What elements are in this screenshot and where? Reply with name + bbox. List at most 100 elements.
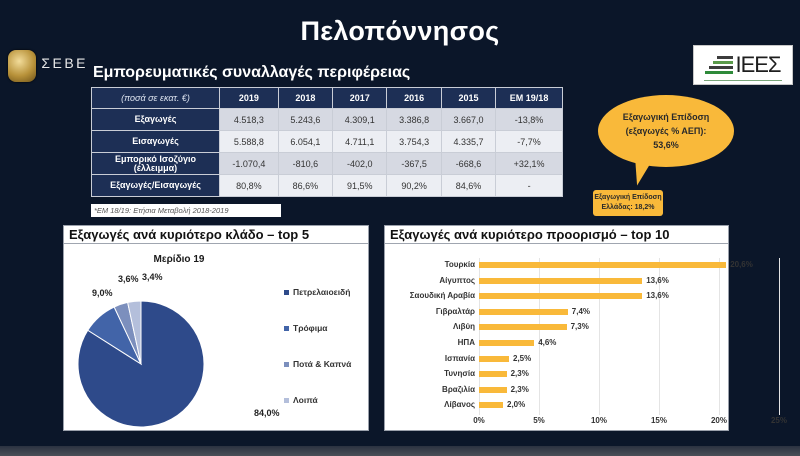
bar-row: Τουρκία 20,6% <box>385 258 753 272</box>
x-tick-label: 25% <box>770 416 787 425</box>
gridline <box>659 258 660 415</box>
bar <box>479 293 643 300</box>
table-cell: - <box>495 174 563 197</box>
legend-label: Τρόφιμα <box>293 323 328 333</box>
export-performance-callout: Εξαγωγική Επίδοση (εξαγωγές % ΑΕΠ): 53,6… <box>598 95 734 167</box>
pie-chart-title: Μερίδιο 19 <box>153 254 205 265</box>
x-tick-label: 20% <box>710 416 727 425</box>
bar <box>479 262 727 268</box>
trade-section-title: Εμπορευματικές συναλλαγές περιφέρειας <box>93 64 411 81</box>
callout-line: (εξαγωγές % ΑΕΠ): <box>625 126 707 136</box>
pie-label: 3,4% <box>142 272 163 282</box>
col-header: 2017 <box>332 87 388 109</box>
bar-row: Σαουδική Αραβία 13,6% <box>385 289 728 303</box>
bar <box>479 402 503 409</box>
destination-bar-panel: Εξαγωγές ανά κυριότερο προορισμό – top 1… <box>384 225 787 431</box>
sebe-logo: ΣΕΒΕ <box>8 49 88 83</box>
legend-label: Λοιπά <box>293 395 318 405</box>
legend-swatch <box>284 325 289 331</box>
table-row: Εξαγωγές 4.518,3 5.243,6 4.309,1 3.386,8… <box>91 108 563 131</box>
table-header-row: (ποσά σε εκατ. €) 2019 2018 2017 2016 20… <box>91 87 563 109</box>
legend-swatch <box>284 361 289 367</box>
table-cell: 90,2% <box>386 174 442 197</box>
table-cell: -367,5 <box>386 152 442 175</box>
legend-item: Τρόφιμα <box>284 310 351 346</box>
table-cell: 3.386,8 <box>386 108 442 131</box>
bar-category-label: Ισπανία <box>444 353 475 363</box>
table-cell: 4.335,7 <box>440 130 497 153</box>
table-cell: -1.070,4 <box>219 152 279 175</box>
pie-label: 84,0% <box>254 408 280 418</box>
pie-slice <box>127 300 142 365</box>
iees-logo: ΙΕΕΣ <box>693 45 793 85</box>
table-cell: 4.518,3 <box>219 108 279 131</box>
units-header: (ποσά σε εκατ. €) <box>91 87 220 109</box>
bar-row: Λιβύη 7,3% <box>385 320 728 334</box>
bar-value-label: 4,6% <box>538 338 557 347</box>
iees-logo-text: ΙΕΕΣ <box>735 52 781 77</box>
bar-value-label: 13,6% <box>646 291 669 301</box>
table-row: Εμπορικό Ισοζύγιο (έλλειμμα) -1.070,4 -8… <box>91 152 563 175</box>
table-cell: 5.588,8 <box>219 130 279 153</box>
greece-box-line: Ελλάδας: 18,2% <box>601 204 655 211</box>
table-cell: 4.711,1 <box>332 130 388 153</box>
pie-chart <box>77 300 205 428</box>
sebe-logo-text: ΣΕΒΕ <box>41 55 88 71</box>
table-row: Εξαγωγές/Εισαγωγές 80,8% 86,6% 91,5% 90,… <box>91 174 563 197</box>
x-tick-label: 15% <box>650 416 667 425</box>
bar-category-label: Τουρκία <box>444 260 475 269</box>
bar-value-label: 2,3% <box>510 384 529 394</box>
col-header: ΕΜ 19/18 <box>495 87 563 109</box>
legend-label: Πετρελαιοειδή <box>293 287 351 297</box>
bar-row: Τυνησία 2,3% <box>385 367 728 381</box>
table-cell: +32,1% <box>495 152 563 175</box>
bar <box>479 371 507 378</box>
bar-panel-title: Εξαγωγές ανά κυριότερο προορισμό – top 1… <box>385 226 728 244</box>
callout-tail <box>631 156 653 188</box>
bar-value-label: 7,3% <box>570 322 589 332</box>
table-cell: 4.309,1 <box>332 108 388 131</box>
table-cell: 91,5% <box>332 174 388 197</box>
bar-row: Αίγυπτος 13,6% <box>385 274 728 288</box>
iees-bars-icon <box>705 55 734 75</box>
bar-value-label: 13,6% <box>646 275 669 285</box>
greece-performance-box: Εξαγωγική Επίδοση Ελλάδας: 18,2% <box>593 190 663 216</box>
col-header: 2019 <box>219 87 279 109</box>
legend-swatch <box>284 397 289 403</box>
table-cell: 84,6% <box>440 174 497 197</box>
x-tick-label: 10% <box>590 416 607 425</box>
row-label: Εξαγωγές <box>91 108 220 131</box>
callout-value: 53,6% <box>653 140 679 150</box>
bar-row: Λίβανος 2,0% <box>385 398 728 412</box>
gridline <box>479 258 480 415</box>
bar <box>479 340 535 346</box>
table-cell: 86,6% <box>277 174 334 197</box>
bar-value-label: 2,5% <box>513 353 532 363</box>
pie-legend: Πετρελαιοειδή Τρόφιμα Ποτά & Καπνά Λοιπά <box>284 274 351 418</box>
x-tick-label: 0% <box>473 416 485 425</box>
greece-box-line: Εξαγωγική Επίδοση <box>594 194 662 201</box>
table-cell: 80,8% <box>219 174 279 197</box>
pie-label: 3,6% <box>118 274 139 284</box>
trade-table: (ποσά σε εκατ. €) 2019 2018 2017 2016 20… <box>91 87 563 197</box>
callout-line: Εξαγωγική Επίδοση <box>622 112 710 122</box>
bar-category-label: Σαουδική Αραβία <box>409 291 475 301</box>
bar-value-label: 2,3% <box>510 369 529 379</box>
row-label: Εισαγωγές <box>91 130 220 153</box>
bar-row: Ισπανία 2,5% <box>385 352 728 366</box>
bar-category-label: Λίβανος <box>444 400 475 410</box>
table-cell: 3.667,0 <box>440 108 497 131</box>
table-cell: -810,6 <box>277 152 334 175</box>
bar <box>479 324 567 331</box>
bottom-strip <box>0 446 800 456</box>
table-cell: 6.054,1 <box>277 130 334 153</box>
bar <box>479 308 568 315</box>
legend-item: Λοιπά <box>284 382 351 418</box>
table-row: Εισαγωγές 5.588,8 6.054,1 4.711,1 3.754,… <box>91 130 563 153</box>
gridline <box>539 258 540 415</box>
table-cell: -668,6 <box>440 152 497 175</box>
col-header: 2016 <box>386 87 442 109</box>
bar-value-label: 20,6% <box>730 260 753 269</box>
table-cell: -13,8% <box>495 108 563 131</box>
bar-row: Βραζιλία 2,3% <box>385 383 728 397</box>
